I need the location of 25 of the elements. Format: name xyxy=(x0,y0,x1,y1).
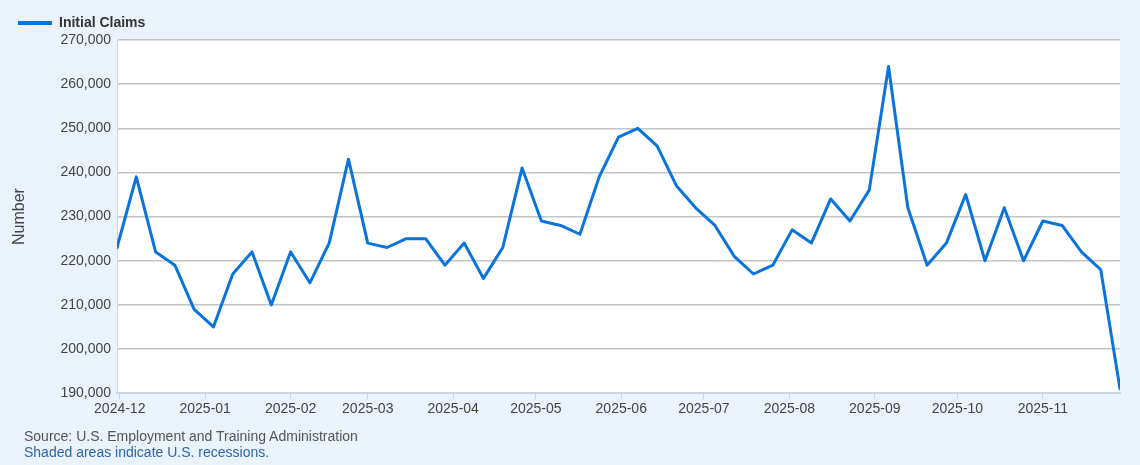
legend-label: Initial Claims xyxy=(59,13,146,30)
y-tick-label: 240,000 xyxy=(60,163,112,180)
x-tick-label: 2025-01 xyxy=(179,400,232,417)
y-tick-label: 230,000 xyxy=(60,207,112,224)
x-tick-label: 2025-05 xyxy=(510,400,562,417)
x-tick-label: 2025-02 xyxy=(264,400,317,417)
y-tick-label: 190,000 xyxy=(60,384,112,401)
x-tick-label: 2025-09 xyxy=(849,400,901,417)
y-tick-label: 210,000 xyxy=(60,295,112,312)
x-tick-label: 2025-03 xyxy=(342,400,394,417)
y-axis-title: Number xyxy=(10,187,28,246)
x-tick-label: 2025-08 xyxy=(763,400,816,417)
y-tick-label: 260,000 xyxy=(60,75,112,92)
y-tick-label: 200,000 xyxy=(60,339,112,356)
text: Shaded areas indicate U.S. recessions. xyxy=(24,444,270,460)
y-tick-label: 220,000 xyxy=(60,251,112,268)
x-tick-label: 2025-11 xyxy=(1017,400,1069,417)
source-note: Source: U.S. Employment and Training Administration xyxy=(24,428,358,444)
x-tick-label: 2025-04 xyxy=(427,400,480,417)
y-tick-label: 250,000 xyxy=(60,119,112,136)
x-tick-label: 2025-10 xyxy=(931,400,984,417)
y-tick-label: 270,000 xyxy=(60,30,112,47)
x-tick-label: 2025-07 xyxy=(678,400,730,417)
x-tick-label: 2024-12 xyxy=(94,400,146,417)
x-tick-label: 2025-06 xyxy=(595,400,648,417)
